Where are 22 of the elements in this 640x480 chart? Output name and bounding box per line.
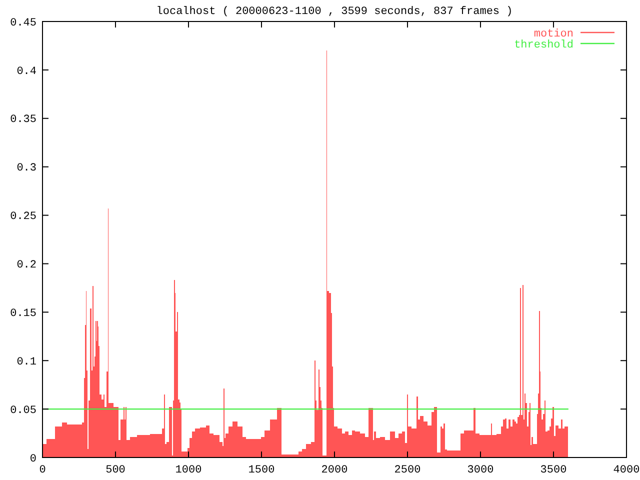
x-tick-label: 2500 [394,464,421,476]
y-tick-label: 0.35 [10,114,36,126]
y-tick-label: 0.05 [10,404,36,417]
y-tick-label: 0.3 [16,162,36,175]
x-tick-label: 3500 [540,464,567,476]
x-tick-label: 3000 [467,464,494,476]
y-tick-label: 0.45 [10,17,36,30]
y-tick-label: 0.4 [16,66,37,78]
x-tick-label: 4000 [613,464,640,476]
y-tick-label: 0.15 [10,308,36,320]
x-tick-label: 2000 [321,464,348,476]
x-tick-label: 0 [39,464,46,476]
x-tick-label: 500 [106,464,126,476]
y-tick-label: 0 [30,453,36,466]
y-tick-label: 0.2 [16,260,36,272]
legend-label: threshold [514,39,574,52]
x-tick-label: 1500 [248,464,275,476]
y-tick-label: 0.1 [16,356,37,368]
legend-label: motion [534,28,574,40]
y-tick-label: 0.25 [10,211,36,224]
chart-title: localhost ( 20000623-1100 , 3599 seconds, 837 frames ) [156,6,513,18]
x-tick-label: 1000 [175,464,202,476]
